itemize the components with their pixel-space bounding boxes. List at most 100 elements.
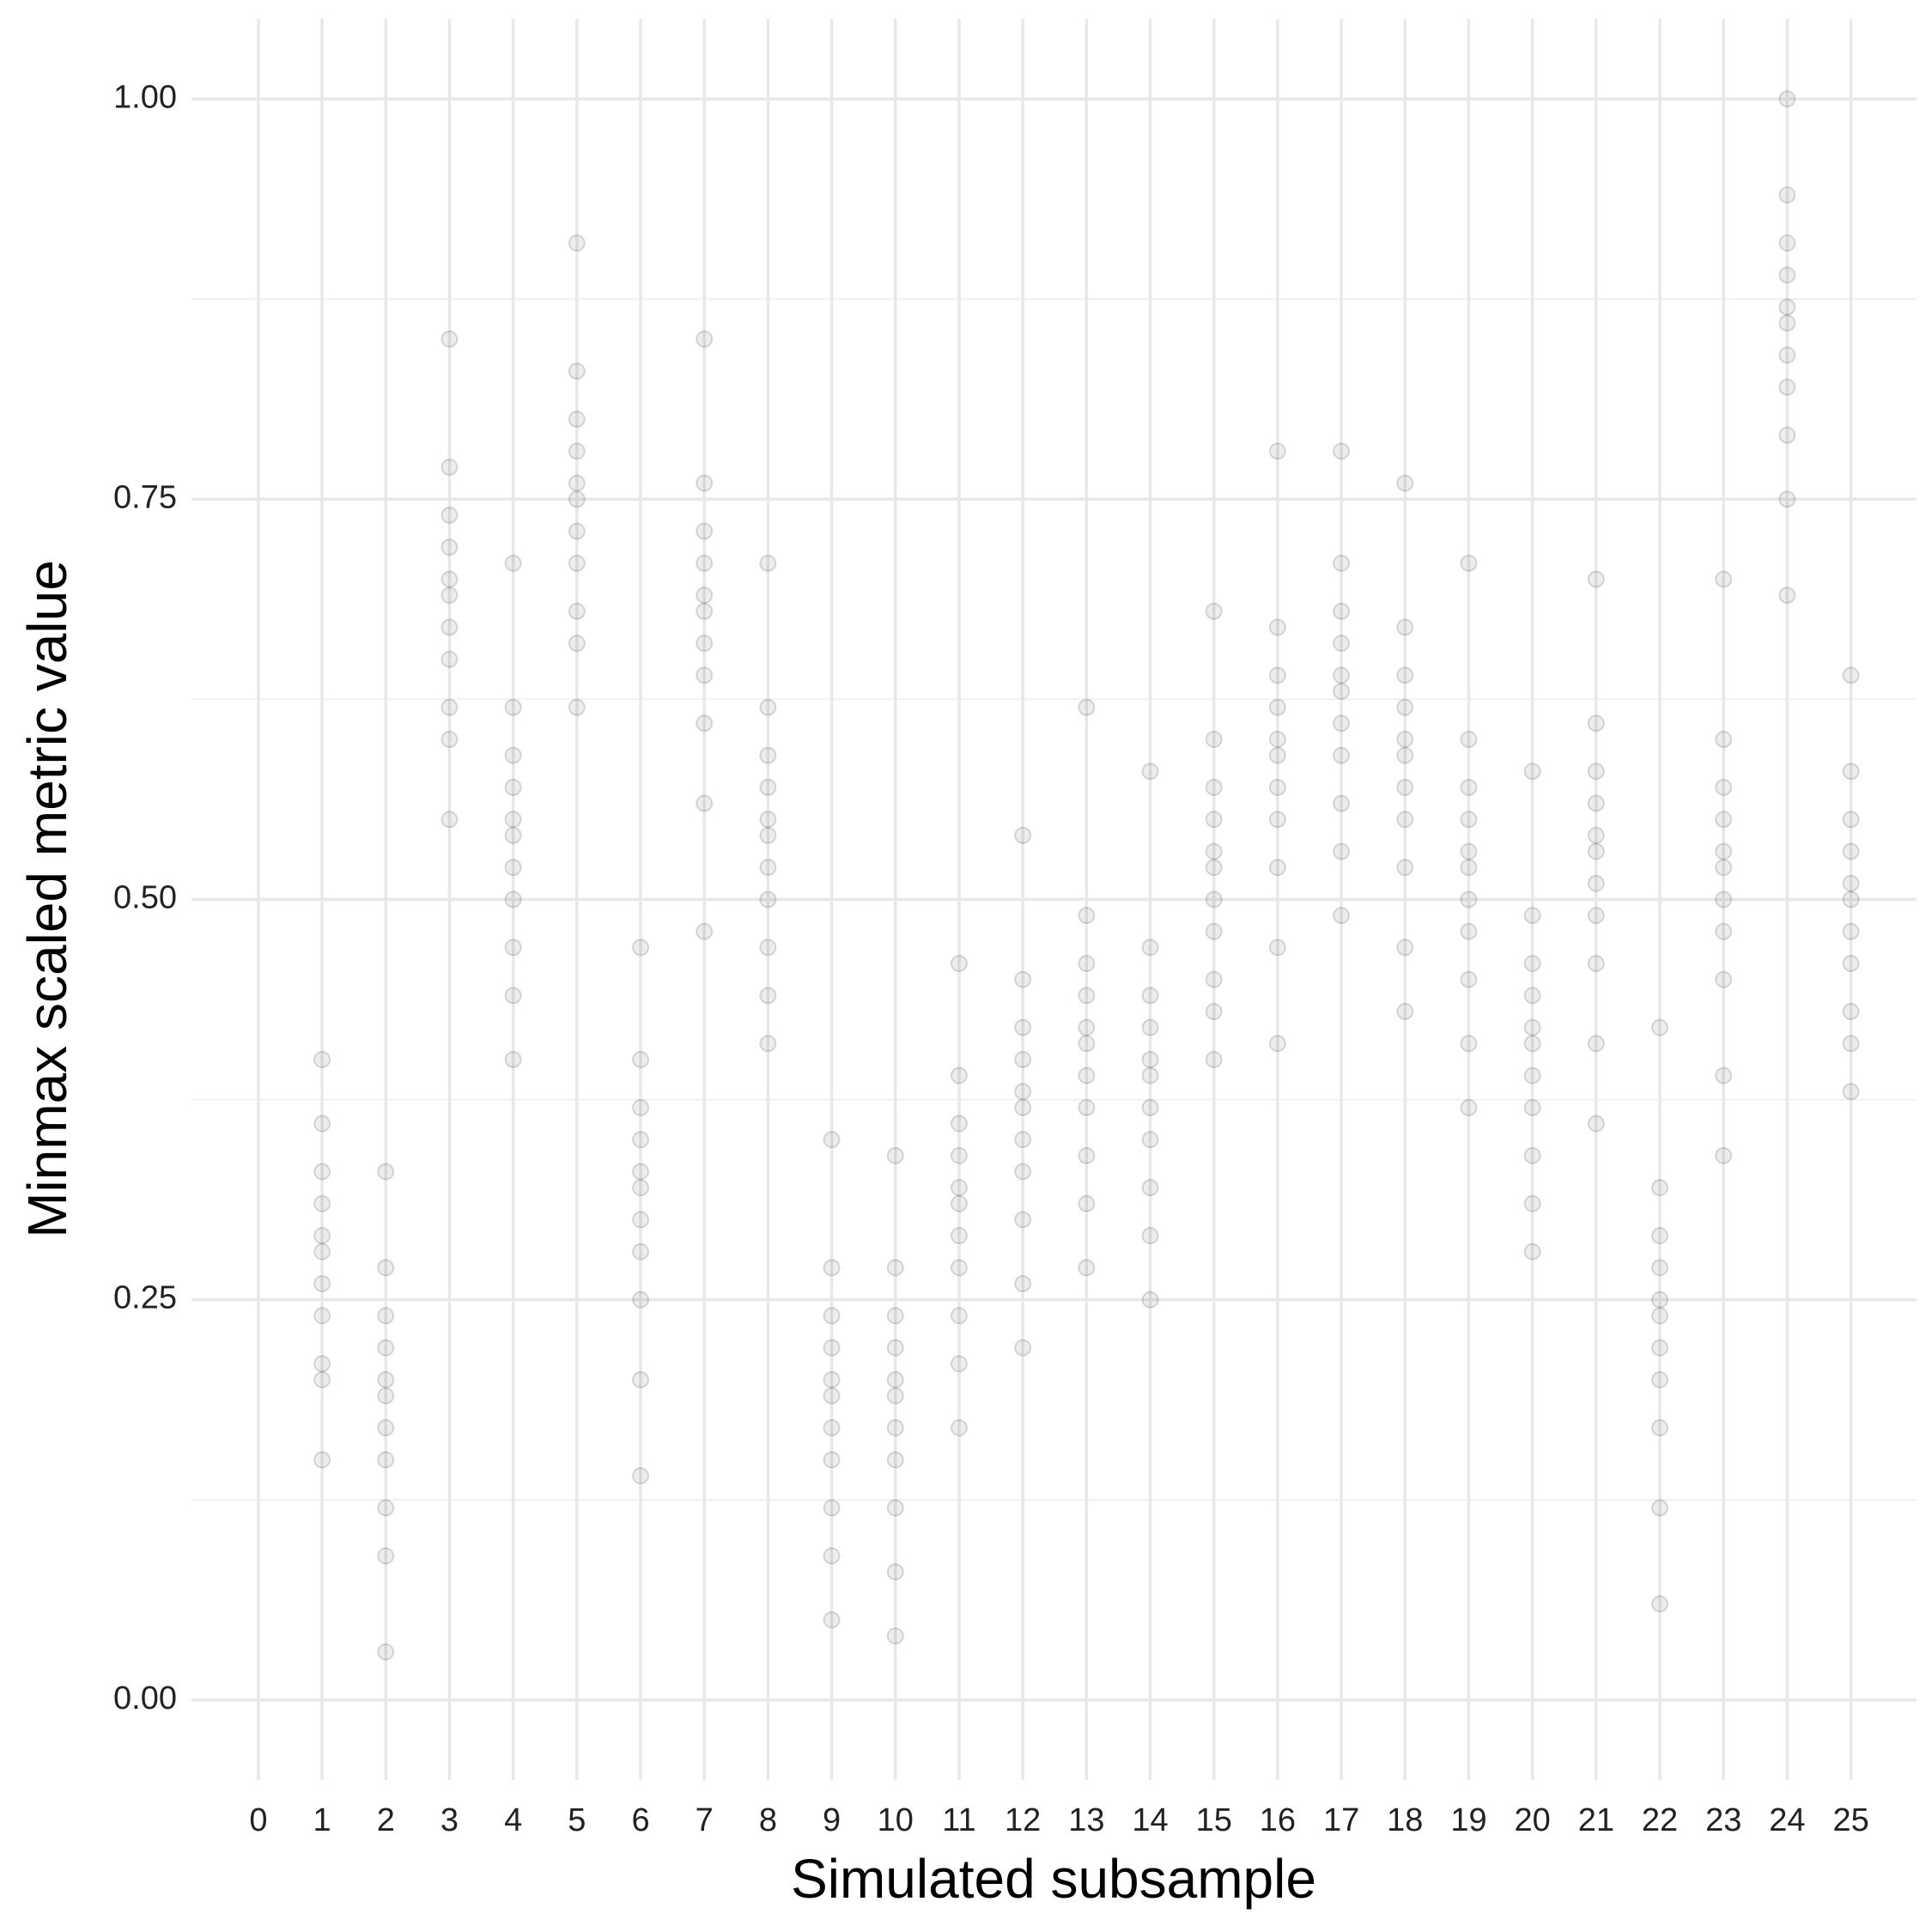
x-tick-label: 20	[1515, 1802, 1551, 1838]
point	[1333, 635, 1351, 653]
point	[1396, 746, 1414, 764]
x-axis-title: Simulated subsample	[791, 1848, 1316, 1910]
point	[504, 1050, 522, 1068]
point	[1014, 1211, 1032, 1229]
point	[886, 1339, 904, 1357]
point	[886, 1387, 904, 1405]
point	[1460, 1035, 1478, 1053]
point	[1333, 746, 1351, 764]
point	[313, 1307, 331, 1325]
point	[950, 1259, 968, 1277]
point	[1396, 1003, 1414, 1021]
point	[568, 522, 586, 540]
point	[1651, 1018, 1669, 1036]
point	[1205, 922, 1223, 940]
point	[504, 890, 522, 908]
point	[1396, 666, 1414, 684]
point	[696, 714, 714, 732]
point	[632, 1291, 650, 1309]
point	[1587, 570, 1605, 588]
point	[1014, 1163, 1032, 1181]
point	[568, 698, 586, 716]
point	[1651, 1307, 1669, 1325]
point	[1205, 731, 1223, 749]
point	[504, 811, 522, 829]
point	[377, 1643, 395, 1661]
point	[1523, 907, 1541, 925]
point	[377, 1546, 395, 1564]
point	[568, 410, 586, 428]
point	[1205, 970, 1223, 988]
point	[823, 1131, 841, 1149]
y-tick-label: 1.00	[113, 79, 177, 115]
point	[632, 1467, 650, 1485]
point	[1523, 762, 1541, 781]
point	[440, 650, 459, 668]
point	[950, 1115, 968, 1133]
point	[950, 1419, 968, 1437]
x-tick-label: 2	[377, 1802, 395, 1838]
point	[568, 442, 586, 460]
point	[377, 1307, 395, 1325]
point	[886, 1307, 904, 1325]
point	[1715, 778, 1733, 796]
point	[1268, 1035, 1286, 1053]
point	[1141, 762, 1159, 781]
point	[1141, 1066, 1159, 1084]
point	[313, 1163, 331, 1181]
point	[1078, 1194, 1096, 1212]
point	[1460, 778, 1478, 796]
point	[886, 1627, 904, 1645]
y-tick-label: 0.50	[113, 880, 177, 916]
point	[1141, 1050, 1159, 1068]
x-tick-label: 22	[1642, 1802, 1678, 1838]
point	[1778, 426, 1796, 444]
point	[1651, 1499, 1669, 1517]
point	[313, 1370, 331, 1388]
point	[504, 826, 522, 844]
x-tick-label: 23	[1705, 1802, 1741, 1838]
x-tick-label: 10	[878, 1802, 914, 1838]
y-tick-label: 0.00	[113, 1680, 177, 1716]
x-tick-label: 19	[1450, 1802, 1486, 1838]
x-tick-label: 15	[1196, 1802, 1232, 1838]
point	[1587, 907, 1605, 925]
y-axis-title: Minmax scaled metric value	[16, 560, 78, 1238]
point	[632, 1242, 650, 1261]
point	[1014, 1018, 1032, 1036]
point	[377, 1499, 395, 1517]
point	[950, 1307, 968, 1325]
point	[950, 1194, 968, 1212]
point	[377, 1259, 395, 1277]
y-tick-label: 0.75	[113, 479, 177, 515]
point	[886, 1259, 904, 1277]
point	[759, 698, 777, 716]
point	[1778, 234, 1796, 252]
point	[504, 554, 522, 572]
point	[1268, 731, 1286, 749]
point	[823, 1611, 841, 1629]
point	[1460, 970, 1478, 988]
x-tick-label: 17	[1323, 1802, 1359, 1838]
point	[950, 1066, 968, 1084]
point	[504, 778, 522, 796]
point	[1587, 714, 1605, 732]
point	[1842, 1083, 1860, 1101]
point	[1842, 955, 1860, 973]
point	[1715, 1146, 1733, 1164]
point	[1778, 90, 1796, 108]
point	[440, 538, 459, 556]
x-tick-label: 5	[568, 1802, 586, 1838]
point	[1396, 811, 1414, 829]
point	[1141, 939, 1159, 957]
point	[950, 1179, 968, 1197]
point	[1587, 1115, 1605, 1133]
point	[377, 1163, 395, 1181]
point	[1396, 939, 1414, 957]
x-tick-label: 18	[1387, 1802, 1423, 1838]
point	[1842, 666, 1860, 684]
point	[1141, 1291, 1159, 1309]
labels: 0.000.250.500.751.000 1 2 3 4 5 6 7 8 9 10 11 12 13 14…	[113, 79, 1869, 1838]
point	[1587, 842, 1605, 860]
